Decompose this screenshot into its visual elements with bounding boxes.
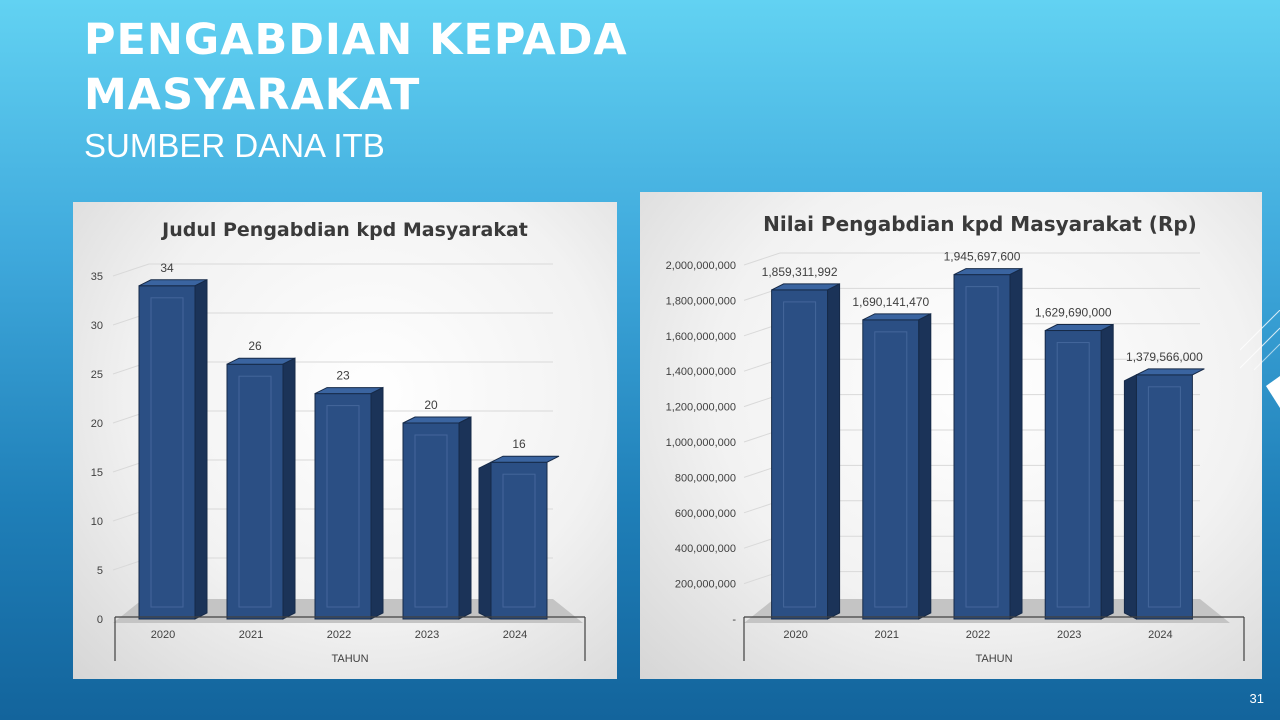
y-tick-label: 0 — [97, 614, 103, 626]
y-tick-label: 25 — [91, 369, 103, 381]
data-label: 1,690,141,470 — [852, 295, 929, 309]
x-axis-label: TAHUN — [975, 653, 1012, 665]
y-tick-label: 15 — [91, 467, 103, 479]
y-tick-label: 1,400,000,000 — [666, 366, 736, 378]
chart-title: Judul Pengabdian kpd Masyarakat — [160, 219, 528, 241]
bar — [226, 357, 296, 620]
gridline-diagonal — [743, 252, 781, 266]
bar — [314, 386, 384, 620]
slide-number: 31 — [1249, 691, 1264, 706]
bar — [478, 455, 560, 620]
y-tick-label: 1,200,000,000 — [666, 402, 736, 414]
data-label: 1,945,697,600 — [944, 250, 1021, 264]
y-tick-label: 2,000,000,000 — [666, 260, 736, 272]
bar — [1123, 368, 1205, 620]
chart-judul-panel: Judul Pengabdian kpd Masyarakat 0 5 10 15 20 2… — [73, 202, 617, 679]
bar — [1044, 323, 1114, 620]
gridline-diagonal — [112, 263, 150, 277]
x-tick-label: 2020 — [783, 629, 807, 641]
x-tick-label: 2021 — [875, 629, 899, 641]
y-tick-label: 5 — [97, 565, 103, 577]
chart-nilai-panel: Nilai Pengabdian kpd Masyarakat (Rp) - 200… — [640, 192, 1262, 679]
y-tick-label: 35 — [91, 271, 103, 283]
chart-judul: Judul Pengabdian kpd Masyarakat051015202… — [91, 219, 586, 665]
slide-subtitle: SUMBER DANA ITB — [84, 127, 385, 164]
data-label: 16 — [512, 437, 526, 451]
x-tick-label: 2023 — [415, 629, 439, 641]
bar — [138, 278, 208, 620]
x-tick-label: 2022 — [966, 629, 990, 641]
y-tick-label: 1,800,000,000 — [666, 295, 736, 307]
y-tick-label: - — [732, 614, 736, 626]
y-tick-label: 800,000,000 — [675, 472, 736, 484]
data-label: 20 — [424, 398, 438, 412]
chart-title: Nilai Pengabdian kpd Masyarakat (Rp) — [763, 212, 1197, 236]
x-tick-label: 2024 — [1148, 629, 1172, 641]
x-tick-label: 2020 — [151, 629, 175, 641]
data-label: 26 — [248, 339, 262, 353]
decorative-lines-icon — [1240, 310, 1280, 408]
bar — [771, 283, 841, 620]
y-tick-label: 200,000,000 — [675, 579, 736, 591]
y-tick-label: 1,600,000,000 — [666, 331, 736, 343]
x-tick-label: 2023 — [1057, 629, 1081, 641]
data-label: 1,379,566,000 — [1126, 350, 1203, 364]
y-tick-label: 20 — [91, 418, 103, 430]
x-axis — [743, 616, 1245, 661]
x-axis — [114, 616, 586, 661]
bar — [953, 267, 1023, 620]
x-axis-label: TAHUN — [331, 653, 368, 665]
data-label: 23 — [336, 369, 350, 383]
bar — [402, 416, 472, 620]
y-tick-label: 10 — [91, 516, 103, 528]
y-tick-label: 1,000,000,000 — [666, 437, 736, 449]
data-label: 1,629,690,000 — [1035, 306, 1112, 320]
data-label: 1,859,311,992 — [762, 265, 838, 279]
y-tick-label: 30 — [91, 320, 103, 332]
slide-title-line-2: MASYARAKAT — [84, 70, 421, 120]
bar — [862, 313, 932, 620]
y-tick-label: 400,000,000 — [675, 543, 736, 555]
x-tick-label: 2024 — [503, 629, 527, 641]
slide-title-line-1: PENGABDIAN KEPADA — [84, 15, 628, 65]
x-tick-label: 2022 — [327, 629, 351, 641]
data-label: 34 — [160, 261, 174, 275]
y-tick-label: 600,000,000 — [675, 508, 736, 520]
chart-nilai: Nilai Pengabdian kpd Masyarakat (Rp) - 200… — [666, 212, 1245, 665]
x-tick-label: 2021 — [239, 629, 263, 641]
